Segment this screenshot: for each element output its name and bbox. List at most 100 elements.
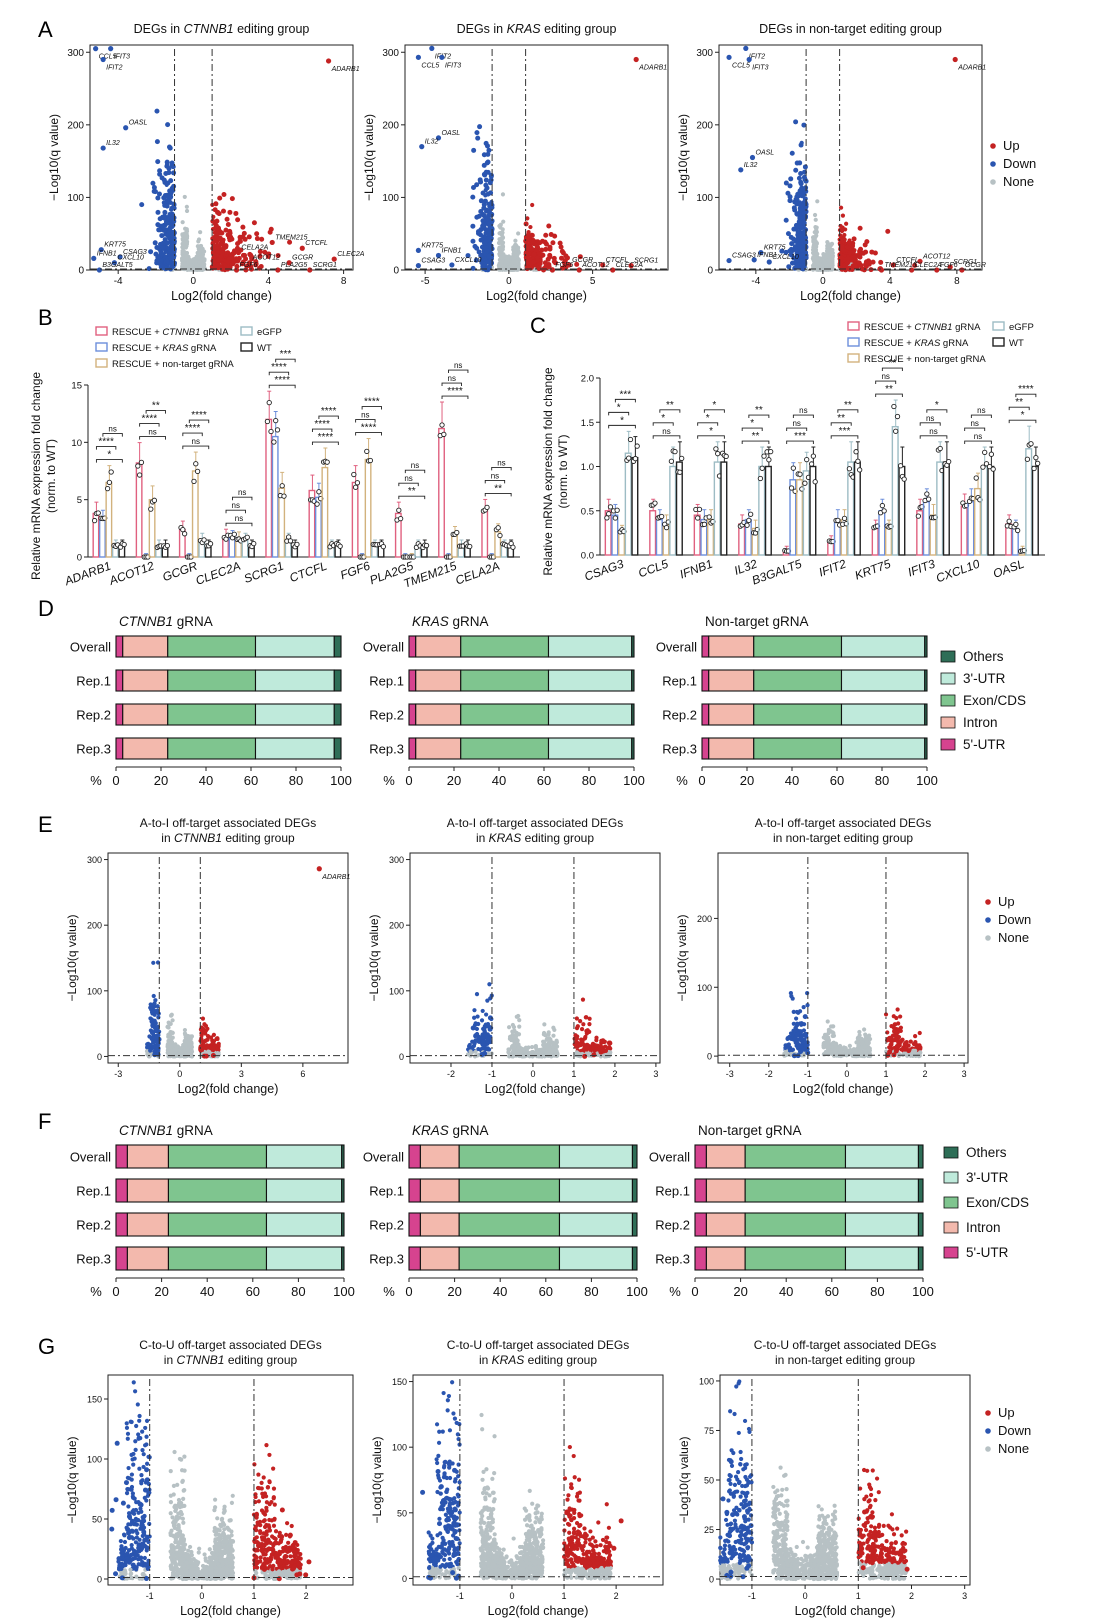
volcano-point	[821, 255, 826, 260]
x-tick-label: 4	[887, 276, 893, 287]
x-tick-label: 3	[239, 1069, 244, 1079]
x-axis-label: Log2(fold change)	[485, 1082, 586, 1096]
volcano-point	[205, 1037, 210, 1042]
volcano-point	[187, 264, 192, 270]
labeled-gene-point	[610, 267, 616, 273]
volcano-point	[824, 263, 830, 269]
volcano-point	[587, 1022, 592, 1027]
x-tick-label: 0	[530, 1069, 535, 1079]
gene-label-acot12: ACOT12	[252, 255, 280, 262]
volcano-point	[814, 258, 819, 264]
volcano-point	[812, 212, 818, 218]
volcano-point-down	[789, 260, 795, 266]
volcano-point-down	[157, 227, 163, 233]
gene-label-ccl5: CCL5	[732, 62, 750, 69]
volcano-point	[209, 1035, 214, 1040]
volcano-point	[844, 221, 849, 226]
volcano-plot-a-2: IFIT2CCL5IFIT3ADARB1OASLIL32KRT75IFNB1CS…	[362, 44, 669, 303]
volcano-point	[550, 1044, 555, 1050]
volcano-point	[825, 248, 830, 253]
labeled-gene-point	[108, 46, 114, 52]
volcano-point-up	[241, 230, 247, 236]
volcano-point-down	[481, 1032, 487, 1038]
x-tick-label: -4	[114, 276, 123, 287]
volcano-point-up	[546, 223, 552, 229]
volcano-point-down	[155, 222, 161, 228]
volcano-point-up	[869, 249, 875, 255]
volcano-point-down	[155, 209, 161, 215]
plot-title: DEGs in KRAS editing group	[457, 22, 617, 36]
volcano-point-down	[169, 211, 175, 217]
x-tick-label: 8	[954, 276, 960, 287]
volcano-point-down	[152, 240, 158, 246]
volcano-point	[812, 242, 817, 248]
y-tick-label: 200	[67, 120, 84, 131]
volcano-point-down	[483, 182, 489, 188]
labeled-gene-point	[633, 56, 639, 63]
volcano-point-down	[146, 266, 152, 272]
labeled-gene-point	[325, 58, 332, 64]
volcano-point	[816, 266, 822, 271]
gene-label-clec2a: CLEC2A	[616, 262, 644, 269]
x-tick-label: -4	[751, 276, 760, 287]
volcano-point	[855, 1036, 860, 1041]
volcano-point-down	[799, 247, 805, 253]
volcano-point	[578, 1019, 583, 1024]
labeled-gene-point	[743, 45, 749, 51]
volcano-point-down	[161, 227, 167, 233]
volcano-point	[487, 1025, 492, 1030]
volcano-point	[183, 252, 189, 258]
labeled-gene-point	[275, 267, 281, 273]
volcano-point	[151, 993, 156, 999]
volcano-point	[585, 1028, 590, 1033]
volcano-point	[501, 219, 506, 224]
volcano-point-down	[472, 243, 478, 249]
y-tick-label: 200	[87, 921, 102, 931]
y-axis-label: −Log10(q value)	[676, 114, 690, 201]
plot-frame	[404, 44, 669, 271]
volcano-point	[148, 1048, 153, 1053]
volcano-point	[824, 1033, 829, 1038]
volcano-point	[542, 1022, 547, 1027]
volcano-point	[517, 1049, 522, 1055]
gene-label-krt75: KRT75	[421, 242, 443, 249]
volcano-point	[891, 1025, 896, 1030]
volcano-point-up	[222, 243, 228, 249]
volcano-point-down	[793, 167, 799, 173]
legend-a-down: Down	[1003, 156, 1036, 171]
volcano-point-up	[240, 224, 246, 230]
gene-label-ifit3: IFIT3	[445, 62, 461, 69]
labeled-gene-point	[766, 259, 772, 265]
volcano-point	[530, 202, 535, 208]
volcano-point-down	[485, 265, 491, 271]
labeled-gene-point	[959, 267, 965, 273]
volcano-point	[148, 1002, 153, 1007]
panel-label-b: B	[38, 305, 53, 330]
gene-label-scrg1: SCRG1	[313, 262, 337, 269]
volcano-point	[867, 1046, 872, 1051]
volcano-point-down	[477, 177, 483, 183]
volcano-point-down	[164, 203, 170, 209]
volcano-point-down	[171, 202, 177, 208]
volcano-point	[799, 1021, 804, 1026]
volcano-point-down	[783, 217, 789, 223]
volcano-point-down	[159, 233, 165, 239]
panel-label-c: C	[530, 313, 546, 338]
volcano-point-down	[797, 233, 803, 239]
volcano-point	[510, 1022, 515, 1028]
y-tick-label: 300	[696, 48, 713, 59]
volcano-point	[153, 998, 158, 1003]
volcano-point	[893, 1031, 898, 1036]
volcano-point-up	[838, 260, 844, 266]
volcano-point-down	[150, 180, 156, 186]
volcano-point	[473, 1021, 478, 1026]
volcano-point-up	[559, 255, 565, 261]
volcano-point-up	[267, 229, 273, 235]
volcano-point	[592, 1048, 597, 1053]
y-tick-label: 300	[389, 855, 404, 865]
volcano-point	[812, 230, 817, 235]
panel-label-g: G	[38, 1334, 55, 1359]
volcano-point	[188, 1042, 193, 1047]
